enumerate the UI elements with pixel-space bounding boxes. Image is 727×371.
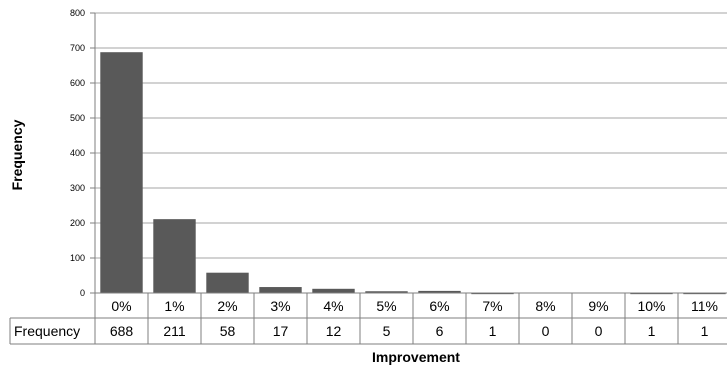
y-tick-label: 700	[70, 43, 85, 53]
y-tick-label: 600	[70, 78, 85, 88]
table-value: 688	[110, 323, 134, 339]
table-value: 12	[326, 323, 342, 339]
y-axis-tick-labels: 0 100 200 300 400 500 600 700 800	[70, 8, 85, 298]
x-axis-label: Improvement	[372, 349, 460, 365]
table-value: 6	[436, 323, 444, 339]
data-table: 0% 1% 2% 3% 4% 5% 6% 7% 8% 9% 10% 11% Frequency 688 21…	[9, 292, 727, 345]
y-tick-label: 200	[70, 218, 85, 228]
bar-5%	[365, 291, 408, 293]
y-tick-label: 800	[70, 8, 85, 18]
table-value: 17	[273, 323, 289, 339]
table-value: 1	[489, 323, 497, 339]
bar-1%	[153, 219, 196, 293]
table-value: 1	[648, 323, 656, 339]
table-value: 211	[163, 323, 186, 339]
x-category-label: 9%	[588, 298, 608, 314]
bar-2%	[206, 272, 249, 293]
table-value: 5	[383, 323, 391, 339]
y-axis-label: Frequency	[9, 119, 25, 190]
x-category-label: 4%	[323, 298, 343, 314]
x-category-label: 5%	[376, 298, 396, 314]
bars	[100, 52, 726, 295]
x-category-label: 2%	[217, 298, 237, 314]
y-tick-label: 100	[70, 253, 85, 263]
table-row-label: Frequency	[14, 323, 80, 339]
x-category-label: 3%	[270, 298, 290, 314]
bar-0%	[100, 52, 143, 294]
x-category-label: 1%	[164, 298, 184, 314]
y-tick-label: 400	[70, 148, 85, 158]
bar-6%	[418, 290, 461, 293]
table-value: 0	[542, 323, 550, 339]
x-category-label: 8%	[535, 298, 555, 314]
x-category-label: 6%	[429, 298, 449, 314]
x-category-label: 0%	[111, 298, 131, 314]
table-value: 0	[595, 323, 603, 339]
bar-3%	[259, 287, 302, 293]
y-tick-label: 500	[70, 113, 85, 123]
gridlines	[90, 12, 727, 294]
table-value: 58	[220, 323, 236, 339]
x-category-label: 11%	[691, 298, 718, 314]
bar-4%	[312, 288, 355, 293]
table-value: 1	[701, 323, 709, 339]
y-tick-label: 300	[70, 183, 85, 193]
x-category-label: 10%	[637, 298, 665, 314]
x-category-label: 7%	[482, 298, 502, 314]
y-tick-label: 0	[80, 288, 85, 298]
